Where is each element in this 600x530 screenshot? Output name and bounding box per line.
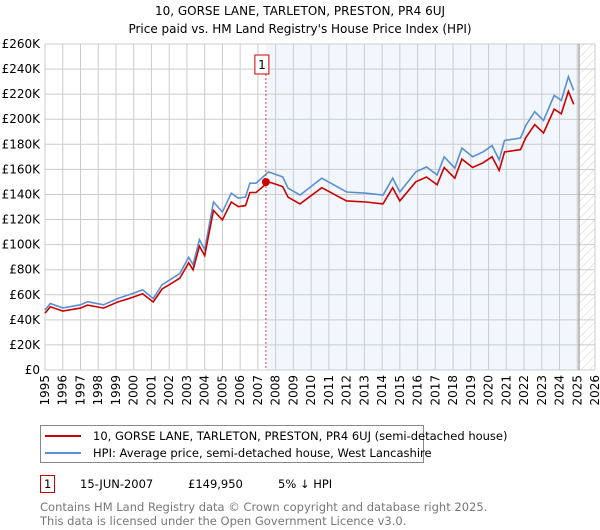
transaction-hpi-diff: 5% ↓ HPI xyxy=(278,477,333,491)
x-tick-label: 2004 xyxy=(198,375,212,406)
x-tick-label: 2006 xyxy=(233,375,247,406)
chart-title: 10, GORSE LANE, TARLETON, PRESTON, PR4 6… xyxy=(155,4,445,18)
x-tick-label: 2008 xyxy=(269,375,283,406)
x-tick-label: 2002 xyxy=(162,375,176,406)
y-tick-label: £160K xyxy=(2,162,42,176)
x-tick-label: 2022 xyxy=(517,375,531,406)
y-tick-label: £140K xyxy=(2,187,42,201)
y-tick-label: £120K xyxy=(2,213,42,227)
x-tick-label: 1995 xyxy=(38,375,52,406)
y-tick-label: £220K xyxy=(2,87,42,101)
forecast-hatched-region xyxy=(579,44,595,370)
sale-annotation-label: 1 xyxy=(258,58,266,72)
x-tick-label: 2026 xyxy=(588,375,600,406)
y-tick-label: £80K xyxy=(9,263,41,277)
y-tick-label: £40K xyxy=(9,313,41,327)
legend: 10, GORSE LANE, TARLETON, PRESTON, PR4 6… xyxy=(40,425,508,463)
x-tick-label: 2010 xyxy=(304,375,318,406)
series-line xyxy=(44,74,575,311)
sale-annotation-box xyxy=(254,54,270,75)
y-tick-label: £100K xyxy=(2,238,42,252)
legend-item-hpi: HPI: Average price, semi-detached house,… xyxy=(45,445,432,461)
x-tick-label: 1998 xyxy=(91,375,105,406)
price-chart: 10, GORSE LANE, TARLETON, PRESTON, PR4 6… xyxy=(2,4,600,406)
transaction-price: £149,950 xyxy=(188,477,243,491)
x-tick-label: 2023 xyxy=(535,375,549,406)
footer-line-2: This data is licensed under the Open Gov… xyxy=(40,514,407,528)
x-tick-label: 2012 xyxy=(340,375,354,406)
x-tick-label: 1996 xyxy=(56,375,70,406)
x-tick-label: 2021 xyxy=(499,375,513,406)
legend-swatch-red xyxy=(45,435,81,437)
transaction-date: 15-JUN-2007 xyxy=(80,477,154,491)
x-tick-label: 2016 xyxy=(411,375,425,406)
sale-point xyxy=(261,177,270,186)
x-tick-label: 2000 xyxy=(127,375,141,406)
post-sale-shaded-region xyxy=(265,44,580,370)
x-tick-label: 2003 xyxy=(180,375,194,406)
x-tick-label: 2009 xyxy=(286,375,300,406)
x-tick-label: 2013 xyxy=(357,375,371,406)
transaction-row: 1 15-JUN-2007 £149,950 5% ↓ HPI xyxy=(40,475,600,495)
y-tick-label: £260K xyxy=(2,37,42,51)
transaction-number-badge: 1 xyxy=(40,475,56,493)
x-tick-label: 1999 xyxy=(109,375,123,406)
x-tick-label: 2014 xyxy=(375,375,389,406)
chart-subtitle: Price paid vs. HM Land Registry's House … xyxy=(128,22,471,36)
legend-label-hpi: HPI: Average price, semi-detached house,… xyxy=(93,446,432,460)
x-tick-label: 2015 xyxy=(393,375,407,406)
y-tick-label: £0 xyxy=(25,363,40,377)
x-tick-label: 2001 xyxy=(144,375,158,406)
footer-attribution: Contains HM Land Registry data © Crown c… xyxy=(40,500,487,528)
legend-item-property: 10, GORSE LANE, TARLETON, PRESTON, PR4 6… xyxy=(45,428,508,444)
y-tick-label: £180K xyxy=(2,137,42,151)
x-tick-label: 2019 xyxy=(464,375,478,406)
x-tick-label: 2020 xyxy=(482,375,496,406)
x-tick-label: 2025 xyxy=(570,375,584,406)
y-tick-label: £60K xyxy=(9,288,41,302)
y-tick-label: £200K xyxy=(2,112,42,126)
series-line xyxy=(44,88,575,314)
x-tick-label: 1997 xyxy=(73,375,87,406)
x-tick-label: 2017 xyxy=(428,375,442,406)
legend-swatch-blue xyxy=(45,452,81,454)
y-tick-label: £240K xyxy=(2,62,42,76)
x-tick-label: 2005 xyxy=(215,375,229,406)
x-tick-label: 2018 xyxy=(446,375,460,406)
y-tick-label: £20K xyxy=(9,338,41,352)
x-tick-label: 2007 xyxy=(251,375,265,406)
x-tick-label: 2024 xyxy=(553,375,567,406)
footer-line-1: Contains HM Land Registry data © Crown c… xyxy=(40,500,488,514)
legend-label-property: 10, GORSE LANE, TARLETON, PRESTON, PR4 6… xyxy=(93,429,508,443)
x-tick-label: 2011 xyxy=(322,375,336,406)
